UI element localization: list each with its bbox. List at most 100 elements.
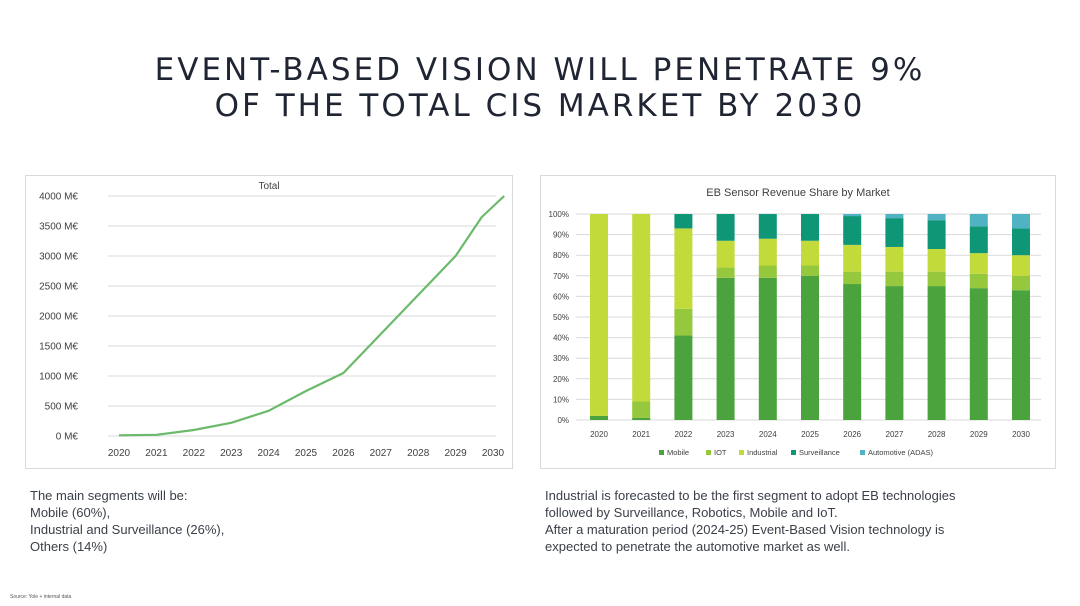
bar-segment (716, 267, 735, 278)
bar-segment (969, 226, 988, 254)
left-caption-line: Industrial and Surveillance (26%), (30, 522, 225, 537)
bar-segment (632, 214, 651, 402)
bar-segment (632, 417, 651, 420)
bar-segment (969, 273, 988, 289)
x-tick-label: 2030 (482, 448, 505, 459)
x-tick-label: 2022 (183, 448, 206, 459)
bar-segment (716, 277, 735, 420)
bar-segment (716, 214, 735, 241)
bar-segment (885, 271, 904, 287)
y-tick-label: 3500 M€ (39, 222, 78, 233)
bar-segment (674, 214, 693, 229)
revenue-share-stacked-bar-chart: EB Sensor Revenue Share by Market 0% 10% 20… (549, 187, 1041, 457)
x-tick-label: 2026 (843, 430, 861, 439)
right-caption-line: followed by Surveillance, Robotics, Mobi… (545, 505, 838, 520)
slide-title: EVENT-BASED VISION WILL PENETRATE 9% OF … (0, 52, 1080, 124)
y-tick-label: 70% (553, 272, 569, 281)
left-caption-line: Others (14%) (30, 539, 108, 554)
bar-segment (758, 214, 777, 239)
bar-segment (927, 286, 946, 420)
y-tick-label: 30% (553, 354, 569, 363)
x-tick-label: 2025 (801, 430, 819, 439)
bar-segment (843, 244, 862, 272)
bar-segment (885, 246, 904, 272)
legend-swatch (739, 450, 744, 455)
y-tick-label: 60% (553, 292, 569, 301)
y-tick-label: 1500 M€ (39, 342, 78, 353)
y-tick-label: 90% (553, 231, 569, 240)
x-tick-label: 2028 (407, 448, 430, 459)
bar-segment (674, 335, 693, 420)
legend-label: Automotive (ADAS) (868, 448, 934, 457)
bar-segment (758, 265, 777, 278)
y-tick-label: 1000 M€ (39, 372, 78, 383)
bar-segment (843, 214, 862, 217)
y-tick-label: 100% (549, 210, 569, 219)
bar-segment (927, 220, 946, 250)
bar-segment (843, 284, 862, 420)
legend-label: Surveillance (799, 448, 840, 457)
legend-label: Mobile (667, 448, 689, 457)
left-caption-line: Mobile (60%), (30, 505, 111, 520)
x-tick-label: 2021 (632, 430, 650, 439)
chart-title: EB Sensor Revenue Share by Market (706, 187, 889, 199)
y-tick-label: 10% (553, 395, 569, 404)
bar-segment (969, 288, 988, 420)
x-tick-label: 2026 (332, 448, 355, 459)
slide-title-line-1: EVENT-BASED VISION WILL PENETRATE 9% (154, 52, 926, 88)
x-tick-label: 2021 (145, 448, 168, 459)
x-tick-label: 2029 (970, 430, 988, 439)
bar-segment (1012, 214, 1030, 229)
x-tick-label: 2020 (590, 430, 608, 439)
bar-segment (843, 216, 862, 245)
x-tick-label: 2027 (886, 430, 904, 439)
bar-segment (969, 253, 988, 274)
legend-label: Industrial (747, 448, 778, 457)
bar-segment (885, 218, 904, 247)
source-note: Source: Yole + internal data (10, 594, 72, 600)
x-tick-label: 2024 (257, 448, 280, 459)
bar-segment (801, 214, 819, 241)
x-tick-label: 2025 (295, 448, 318, 459)
legend-swatch (860, 450, 865, 455)
right-caption: Industrial is forecasted to be the first… (545, 487, 1045, 555)
chart-title: Total (258, 181, 279, 192)
bar-segment (590, 415, 608, 420)
bar-segment (801, 240, 819, 266)
y-tick-label: 80% (553, 251, 569, 260)
bar-segment (758, 277, 777, 420)
left-caption: The main segments will be: Mobile (60%),… (30, 487, 430, 555)
x-tick-label: 2027 (370, 448, 393, 459)
bar-segment (1012, 255, 1030, 276)
bar-segment (969, 214, 988, 227)
bar-segment (843, 271, 862, 285)
bar-segment (801, 265, 819, 276)
total-revenue-chart-panel: Total 0 M€ 500 M€ 1000 M€ 1500 M€ 2000 M€ 2500… (25, 175, 513, 469)
bar-segment (885, 286, 904, 420)
x-tick-label: 2029 (444, 448, 467, 459)
legend-swatch (659, 450, 664, 455)
bar-segment (758, 238, 777, 266)
y-tick-label: 0 M€ (56, 432, 79, 443)
right-caption-line: expected to penetrate the automotive mar… (545, 539, 850, 554)
y-tick-label: 4000 M€ (39, 192, 78, 203)
bar-segment (1012, 275, 1030, 291)
x-tick-label: 2022 (675, 430, 693, 439)
x-tick-label: 2023 (717, 430, 735, 439)
y-tick-label: 0% (557, 416, 569, 425)
bar-segment (885, 214, 904, 219)
y-tick-label: 2500 M€ (39, 282, 78, 293)
bar-segment (927, 249, 946, 272)
slide-title-line-2: OF THE TOTAL CIS MARKET BY 2030 (214, 88, 866, 124)
x-tick-label: 2028 (928, 430, 946, 439)
bar-segment (801, 275, 819, 420)
revenue-share-chart-panel: EB Sensor Revenue Share by Market 0% 10% 20… (540, 175, 1056, 469)
left-caption-line: The main segments will be: (30, 488, 188, 503)
y-tick-label: 2000 M€ (39, 312, 78, 323)
legend-swatch (791, 450, 796, 455)
bar-segment (1012, 228, 1030, 256)
x-tick-label: 2023 (220, 448, 243, 459)
bar-segment (590, 214, 608, 416)
bar-segment (927, 214, 946, 221)
legend-swatch (706, 450, 711, 455)
